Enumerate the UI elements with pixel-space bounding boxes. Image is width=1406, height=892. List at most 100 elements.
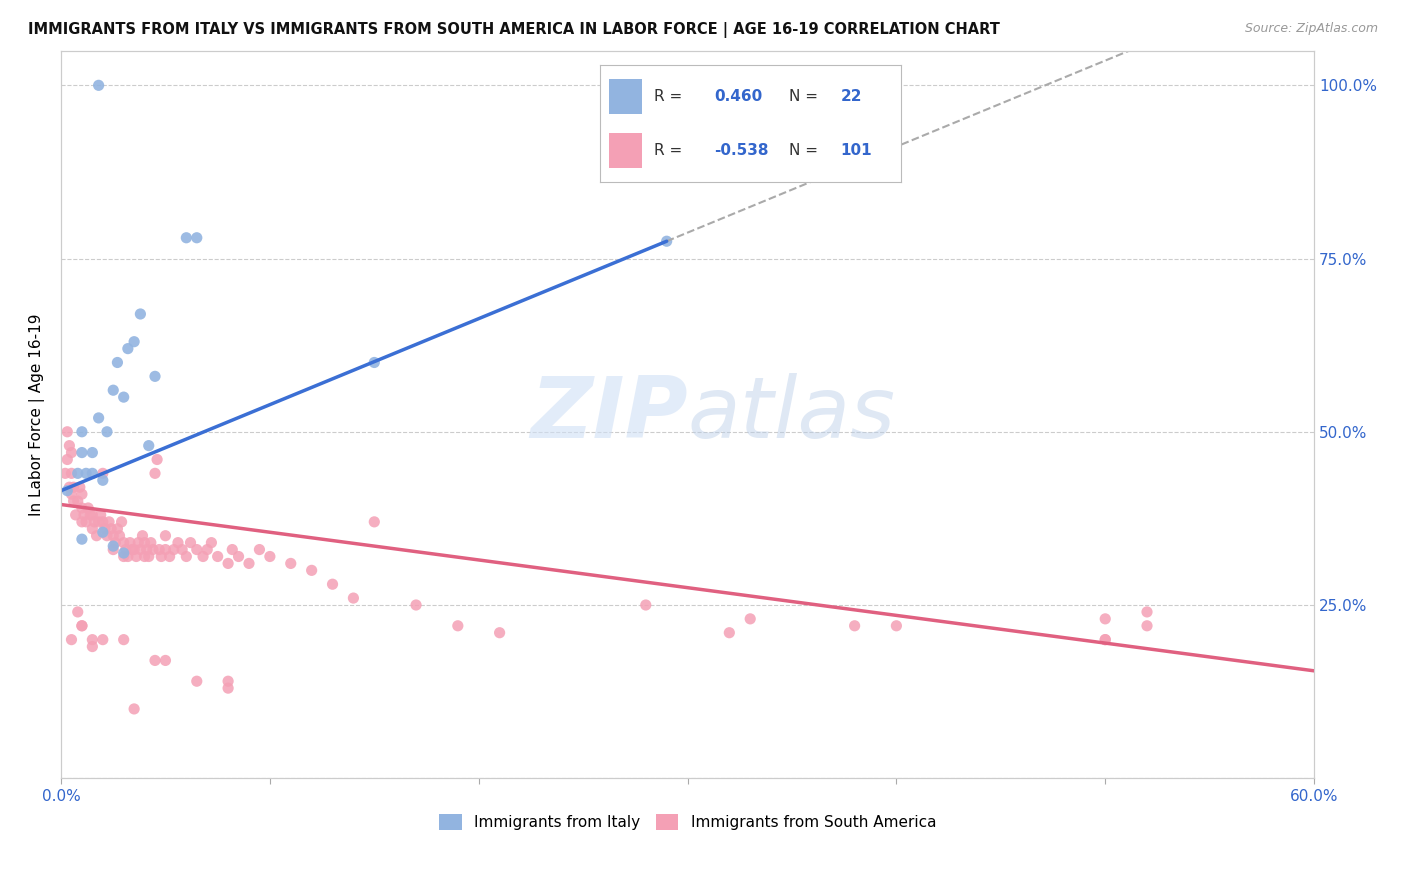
Point: [195, 542, 218, 557]
Point: [90, 508, 112, 522]
Point: [1094, 632, 1116, 647]
Text: ZIP: ZIP: [530, 373, 688, 456]
Point: [70, 619, 93, 633]
Point: [62, 494, 84, 508]
Point: [91, 515, 114, 529]
Point: [60, 487, 83, 501]
Point: [634, 598, 657, 612]
Point: [249, 542, 271, 557]
Point: [148, 542, 170, 557]
Point: [718, 625, 741, 640]
Point: [200, 535, 222, 549]
Point: [186, 542, 208, 557]
Point: [844, 619, 866, 633]
Point: [56, 483, 79, 498]
Text: Source: ZipAtlas.com: Source: ZipAtlas.com: [1244, 22, 1378, 36]
Point: [655, 234, 678, 248]
Point: [83, 515, 105, 529]
Point: [134, 549, 156, 564]
Point: [121, 542, 143, 557]
Point: [82, 640, 104, 654]
Point: [159, 549, 181, 564]
Point: [112, 632, 135, 647]
Point: [167, 535, 190, 549]
Point: [221, 542, 243, 557]
Point: [75, 515, 97, 529]
Point: [1094, 612, 1116, 626]
Text: IMMIGRANTS FROM ITALY VS IMMIGRANTS FROM SOUTH AMERICA IN LABOR FORCE | AGE 16-1: IMMIGRANTS FROM ITALY VS IMMIGRANTS FROM…: [28, 22, 1000, 38]
Point: [69, 480, 91, 494]
Point: [96, 529, 118, 543]
Point: [82, 467, 104, 481]
Point: [117, 549, 139, 564]
Point: [107, 355, 129, 369]
Text: atlas: atlas: [688, 373, 896, 456]
Point: [447, 619, 470, 633]
Point: [488, 625, 510, 640]
Point: [70, 487, 93, 501]
Point: [186, 231, 208, 245]
Point: [138, 549, 160, 564]
Point: [70, 532, 93, 546]
Point: [129, 307, 152, 321]
Point: [1136, 619, 1159, 633]
Point: [62, 480, 84, 494]
Point: [142, 542, 165, 557]
Point: [280, 557, 302, 571]
Point: [139, 535, 162, 549]
Point: [363, 355, 385, 369]
Point: [150, 549, 173, 564]
Point: [87, 411, 110, 425]
Point: [238, 557, 260, 571]
Point: [186, 674, 208, 689]
Point: [98, 515, 121, 529]
Point: [66, 605, 89, 619]
Point: [94, 522, 117, 536]
Point: [70, 500, 93, 515]
Point: [176, 231, 198, 245]
Point: [112, 546, 135, 560]
Point: [118, 535, 141, 549]
Point: [60, 632, 83, 647]
Point: [104, 535, 127, 549]
Point: [103, 529, 125, 543]
Point: [60, 445, 83, 459]
Point: [122, 334, 145, 349]
Point: [103, 383, 125, 397]
Point: [96, 425, 118, 439]
Point: [143, 653, 166, 667]
Point: [217, 681, 239, 695]
Point: [301, 563, 323, 577]
Point: [103, 539, 125, 553]
Point: [77, 500, 100, 515]
Point: [100, 522, 122, 536]
Point: [155, 529, 177, 543]
Point: [82, 445, 104, 459]
Point: [146, 452, 169, 467]
Point: [112, 390, 135, 404]
Point: [117, 342, 139, 356]
Point: [91, 525, 114, 540]
Point: [73, 508, 96, 522]
Point: [66, 494, 89, 508]
Point: [79, 508, 101, 522]
Point: [122, 542, 145, 557]
Point: [129, 542, 152, 557]
Point: [191, 549, 214, 564]
Point: [86, 529, 108, 543]
Point: [82, 522, 104, 536]
Point: [886, 619, 908, 633]
Point: [108, 529, 131, 543]
Point: [58, 439, 80, 453]
Point: [134, 535, 156, 549]
Point: [122, 702, 145, 716]
Point: [125, 549, 148, 564]
Point: [138, 439, 160, 453]
Point: [65, 508, 87, 522]
Point: [143, 369, 166, 384]
Point: [114, 542, 136, 557]
Point: [163, 542, 186, 557]
Point: [217, 674, 239, 689]
Point: [56, 452, 79, 467]
Point: [107, 522, 129, 536]
